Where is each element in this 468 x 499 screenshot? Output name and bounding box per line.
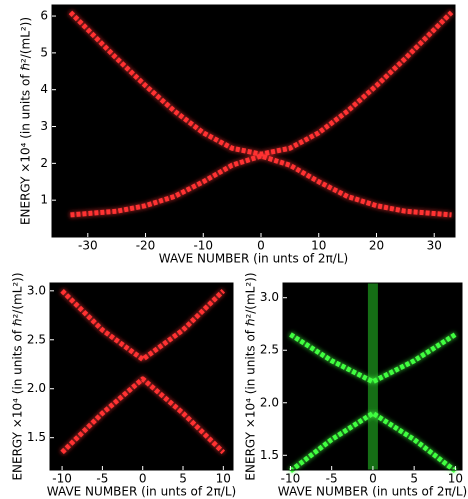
y-tick-label: 3	[40, 119, 48, 133]
y-axis-label: ENERGY ×10⁴ (in units of ℏ²/(mL²))	[19, 17, 33, 225]
y-tick-label: 3.0	[260, 290, 279, 304]
y-tick-label: 2.5	[260, 343, 279, 357]
y-axis-label: ENERGY ×10⁴ (in units of ℏ²/(mL²))	[244, 272, 258, 480]
series-group	[68, 10, 454, 218]
series-group	[288, 332, 457, 474]
series-group	[60, 289, 226, 455]
y-tick-label: 6	[40, 9, 48, 23]
center-band	[367, 283, 378, 470]
y-tick-label: 2.0	[260, 395, 279, 409]
x-axis-label: WAVE NUMBER (in unts of 2π/L)	[159, 252, 348, 266]
x-tick-label: -30	[78, 239, 98, 253]
x-tick-label: 10	[311, 239, 326, 253]
y-tick-label: 5	[40, 45, 48, 59]
x-tick-label: 5	[410, 472, 418, 486]
y-axis-label: ENERGY ×10⁴ (in units of ℏ²/(mL²))	[11, 272, 25, 480]
band-line	[289, 332, 457, 385]
x-axis-label: WAVE NUMBER (in unts of 2π/L)	[278, 485, 467, 499]
x-tick-label: -5	[96, 472, 108, 486]
y-tick-label: 1.5	[27, 430, 46, 444]
y-tick-label: 3.0	[27, 283, 46, 297]
plot-background	[52, 5, 455, 237]
x-tick-label: -10	[193, 239, 213, 253]
x-tick-label: 0	[139, 472, 147, 486]
y-tick-label: 2.0	[27, 381, 46, 395]
band-line	[60, 289, 226, 362]
x-tick-label: -10	[281, 472, 301, 486]
y-tick-label: 2.5	[27, 332, 46, 346]
x-tick-label: 10	[448, 472, 463, 486]
x-tick-label: 20	[369, 239, 384, 253]
x-tick-label: 0	[369, 472, 377, 486]
y-tick-label: 1	[40, 193, 48, 207]
plot-frame	[51, 4, 456, 238]
x-tick-label: -20	[136, 239, 156, 253]
plot-frame	[49, 282, 234, 471]
plot-background	[50, 283, 233, 470]
x-tick-label: 5	[179, 472, 187, 486]
x-tick-label: -5	[326, 472, 338, 486]
y-tick-label: 2	[40, 156, 48, 170]
x-axis-label: WAVE NUMBER (in unts of 2π/L)	[47, 485, 236, 499]
band-line	[60, 376, 226, 455]
x-tick-label: -10	[52, 472, 72, 486]
band-line	[70, 153, 452, 218]
x-tick-label: 10	[216, 472, 231, 486]
band-line	[68, 10, 454, 157]
x-tick-label: 0	[257, 239, 265, 253]
y-tick-label: 1.5	[260, 448, 279, 462]
y-tick-label: 4	[40, 82, 48, 96]
x-tick-label: 30	[427, 239, 442, 253]
